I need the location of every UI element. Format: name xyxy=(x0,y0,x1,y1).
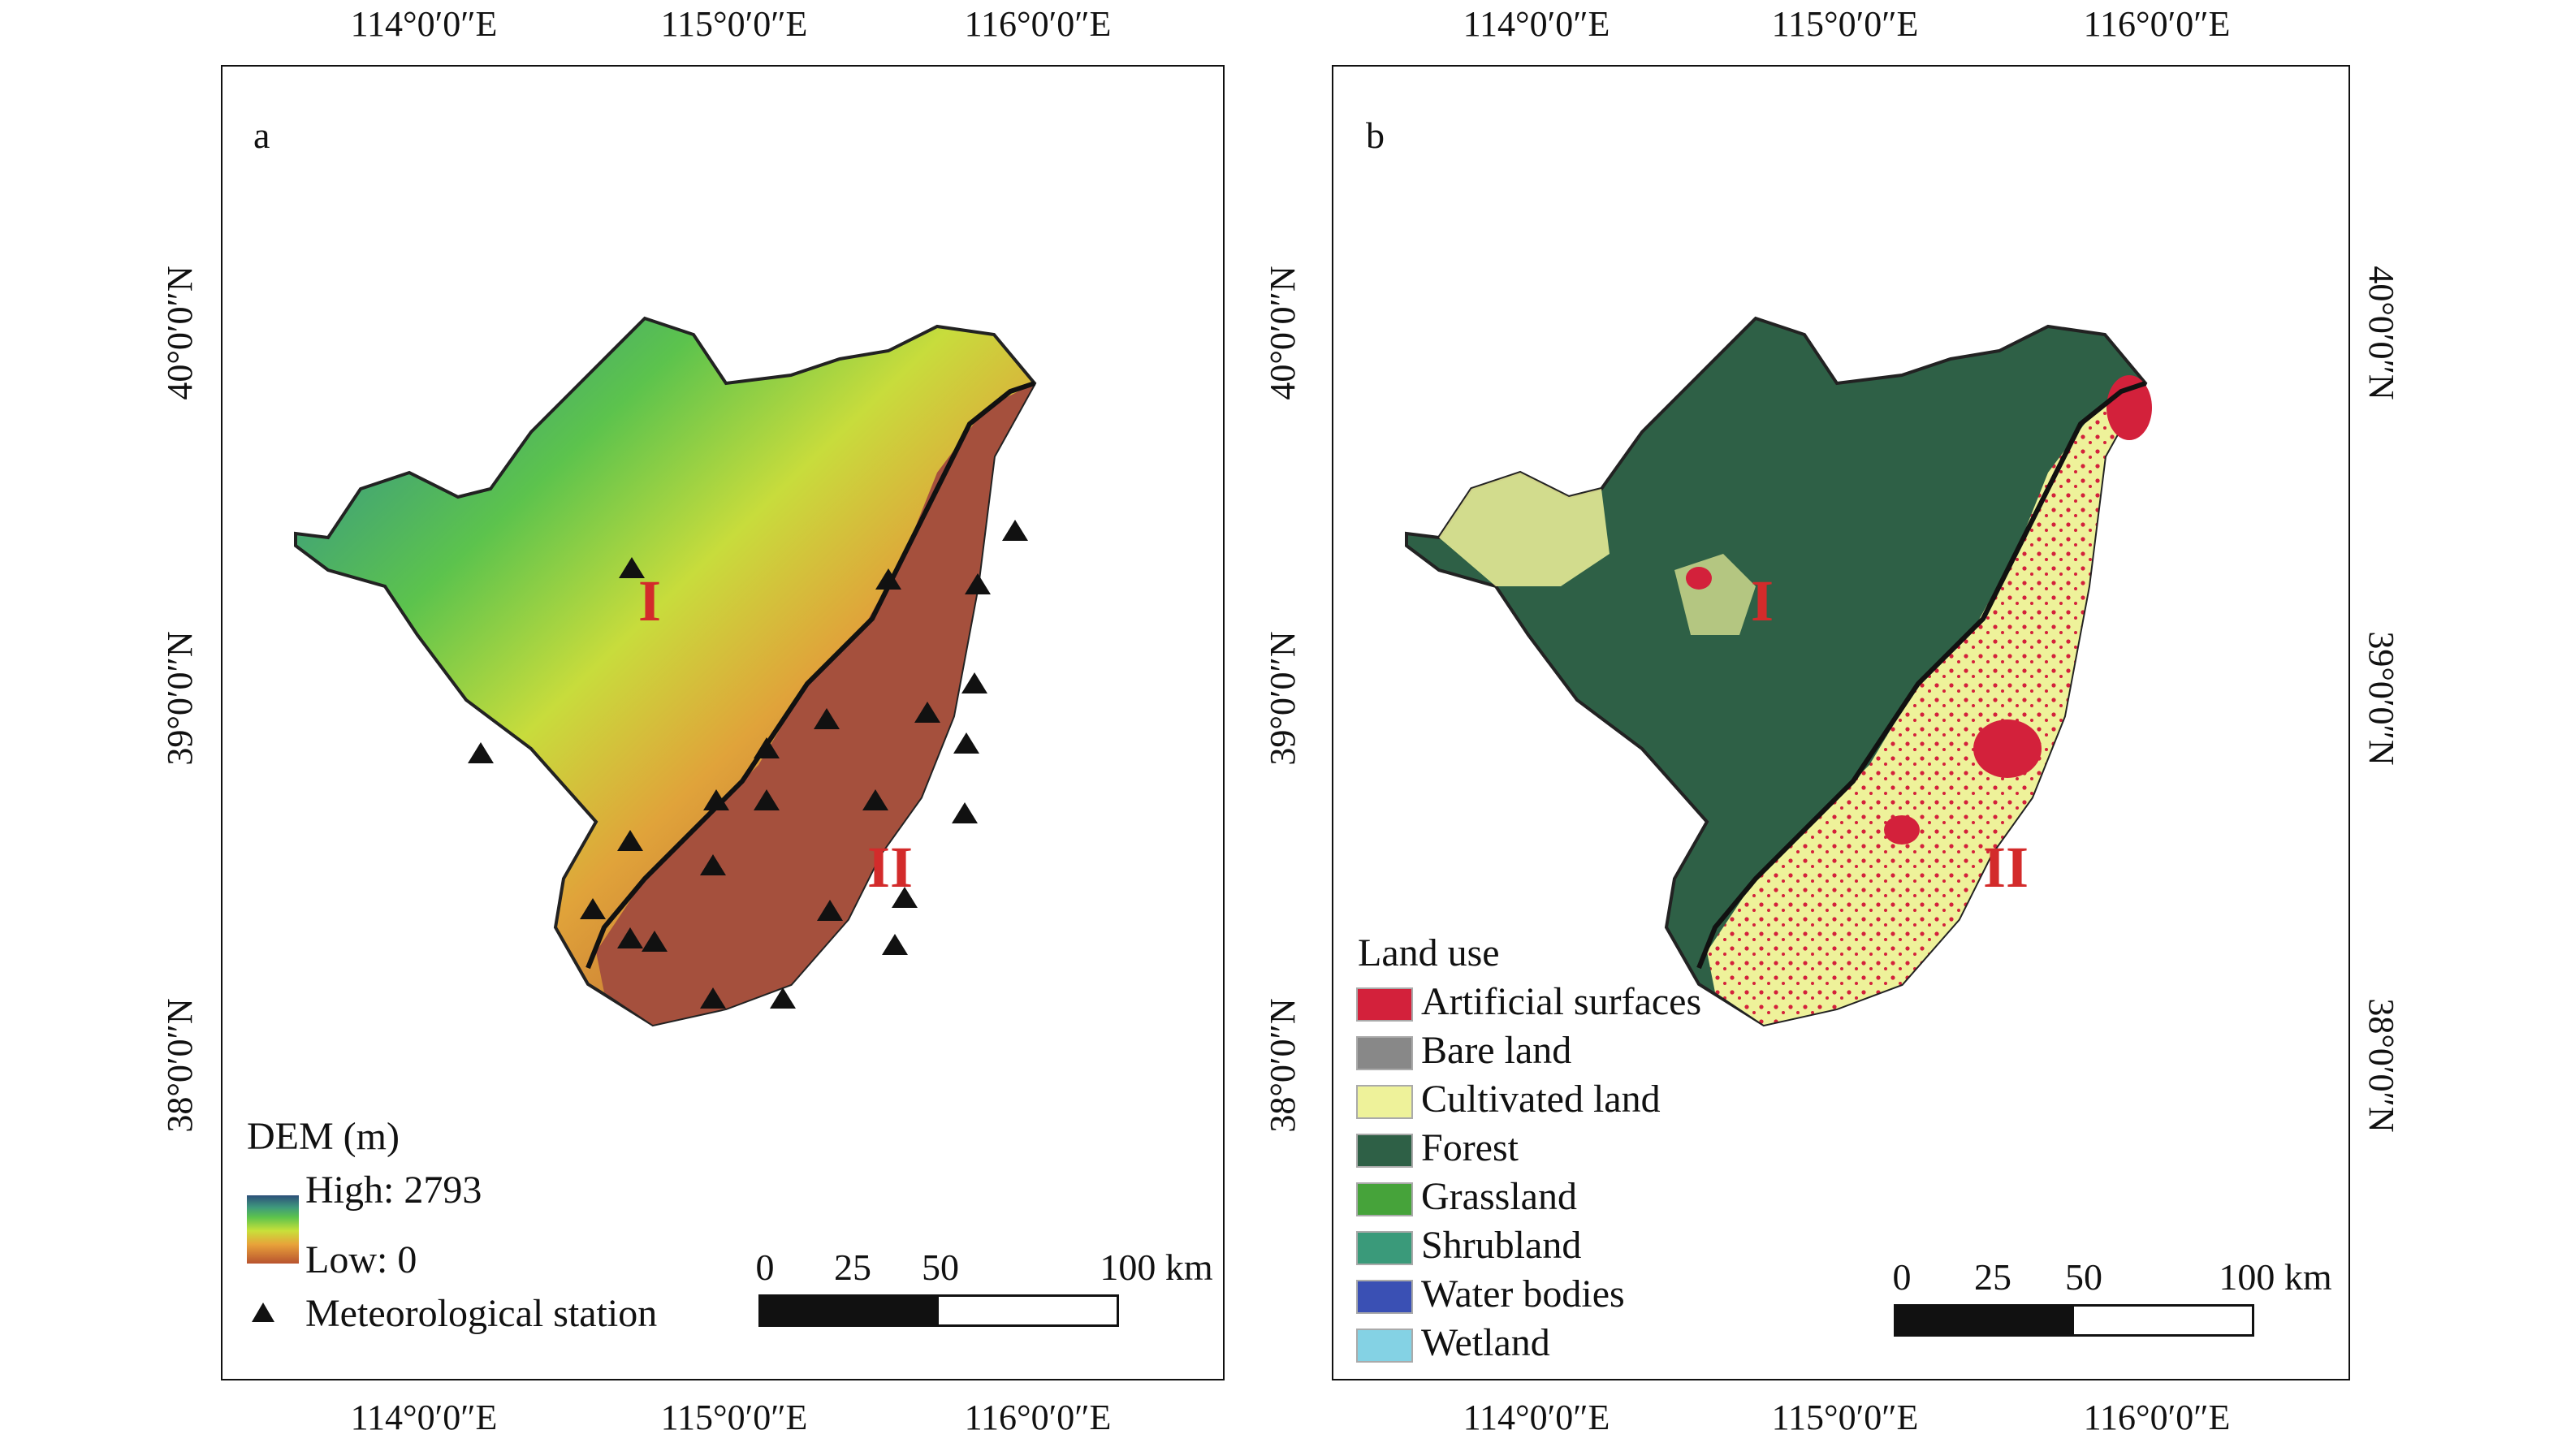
station-marker xyxy=(892,887,918,908)
station-marker xyxy=(770,987,796,1009)
lon-label-top: 115°0′0″E xyxy=(1771,4,1919,44)
dem-color-ramp xyxy=(247,1195,299,1264)
station-marker xyxy=(619,557,645,578)
lon-label-top: 116°0′0″E xyxy=(2083,4,2231,44)
lon-label-top: 114°0′0″E xyxy=(350,4,498,44)
legend-swatch xyxy=(1356,1182,1413,1216)
station-marker xyxy=(814,708,840,729)
dem-plain-area xyxy=(596,383,1035,1025)
panel-b-label: b xyxy=(1366,114,1385,156)
lon-label-bottom: 116°0′0″E xyxy=(2083,1398,2231,1437)
cultivated-patch xyxy=(1439,473,1610,586)
urban-area xyxy=(1973,719,2042,778)
station-marker xyxy=(703,789,729,810)
lat-label-left: 38°0′0″N xyxy=(160,998,200,1133)
station-marker xyxy=(862,789,888,810)
scale-bar xyxy=(758,1294,1119,1327)
lon-label-bottom: 114°0′0″E xyxy=(350,1398,498,1437)
lon-label-bottom: 115°0′0″E xyxy=(660,1398,808,1437)
station-marker xyxy=(700,987,726,1009)
station-legend-label: Meteorological station xyxy=(305,1292,658,1335)
station-marker xyxy=(617,830,643,851)
lon-label-top: 115°0′0″E xyxy=(660,4,808,44)
lon-label-top: 114°0′0″E xyxy=(1463,4,1610,44)
lat-label-left: 39°0′0″N xyxy=(160,631,200,766)
legend-label: Water bodies xyxy=(1421,1272,1625,1316)
station-marker xyxy=(580,898,606,919)
legend-swatch xyxy=(1356,1036,1413,1070)
dem-high-label: High: 2793 xyxy=(305,1169,482,1212)
cultivated-plain-area xyxy=(1707,383,2145,1025)
station-marker xyxy=(754,789,780,810)
station-marker xyxy=(754,737,780,758)
lon-label-bottom: 115°0′0″E xyxy=(1771,1398,1919,1437)
region-label-i: I xyxy=(638,568,662,633)
station-marker xyxy=(642,931,668,952)
lat-label-left: 39°0′0″N xyxy=(1263,631,1303,766)
legend-label: Cultivated land xyxy=(1421,1078,1661,1121)
legend-swatch xyxy=(1356,1085,1413,1119)
legend-swatch xyxy=(1356,1231,1413,1265)
lat-label-left: 40°0′0″N xyxy=(1263,266,1303,400)
dem-legend-title: DEM (m) xyxy=(247,1115,400,1158)
lat-label-right: 38°0′0″N xyxy=(2361,998,2401,1133)
station-marker xyxy=(914,702,940,723)
region-boundary-line xyxy=(1696,381,2146,970)
lat-label-right: 40°0′0″N xyxy=(2361,266,2401,400)
legend-label: Grassland xyxy=(1421,1175,1577,1218)
legend-label: Forest xyxy=(1421,1126,1519,1169)
dem-map-canvas xyxy=(294,316,1037,1027)
dem-low-label: Low: 0 xyxy=(305,1238,417,1281)
scale-label-100: 100 km xyxy=(1100,1246,1213,1288)
region-label-ii: II xyxy=(867,835,914,900)
legend-label: Bare land xyxy=(1421,1029,1572,1072)
scale-label-50: 50 xyxy=(2065,1256,2102,1298)
landuse-legend-title: Land use xyxy=(1358,931,1500,974)
station-marker xyxy=(952,802,978,823)
lon-label-bottom: 116°0′0″E xyxy=(964,1398,1112,1437)
station-marker xyxy=(875,568,901,590)
meteorological-stations xyxy=(468,520,1028,1009)
scale-bar xyxy=(1894,1304,2254,1337)
legend-swatch xyxy=(1356,1134,1413,1168)
lon-label-bottom: 114°0′0″E xyxy=(1463,1398,1610,1437)
lon-label-top: 116°0′0″E xyxy=(964,4,1112,44)
region-label-ii: II xyxy=(1983,835,2029,900)
station-marker xyxy=(953,732,979,754)
lat-label-right: 39°0′0″N xyxy=(2361,631,2401,766)
scale-label-25: 25 xyxy=(1974,1256,2011,1298)
scale-label-0: 0 xyxy=(755,1246,775,1288)
station-legend-icon xyxy=(252,1303,274,1322)
urban-area xyxy=(1884,815,1920,845)
panel-a-dem-map: a I II DEM (m) High: 2793 Low: 0 Meteoro… xyxy=(221,65,1225,1380)
station-marker xyxy=(617,927,643,948)
panel-a-label: a xyxy=(253,114,270,156)
region-label-i: I xyxy=(1751,568,1774,633)
station-marker xyxy=(882,934,908,955)
legend-swatch xyxy=(1356,1280,1413,1314)
scale-label-100: 100 km xyxy=(2219,1256,2332,1298)
scale-label-50: 50 xyxy=(922,1246,959,1288)
lat-label-left: 38°0′0″N xyxy=(1263,998,1303,1133)
landuse-map-canvas xyxy=(1405,316,2152,1027)
scale-label-25: 25 xyxy=(834,1246,871,1288)
panel-b-landuse-map: b I II Land use 0 25 50 100 km Artificia… xyxy=(1332,65,2350,1380)
legend-swatch xyxy=(1356,1329,1413,1363)
station-marker xyxy=(1002,520,1028,541)
station-marker xyxy=(700,854,726,875)
legend-label: Shrubland xyxy=(1421,1224,1582,1267)
legend-swatch xyxy=(1356,987,1413,1022)
region-boundary-line xyxy=(585,381,1035,970)
scale-label-0: 0 xyxy=(1892,1256,1912,1298)
station-marker xyxy=(468,742,494,763)
station-marker xyxy=(817,900,843,921)
legend-label: Wetland xyxy=(1421,1321,1550,1364)
station-marker xyxy=(961,672,987,693)
station-marker xyxy=(965,573,991,594)
legend-label: Artificial surfaces xyxy=(1421,980,1702,1023)
urban-area xyxy=(1686,567,1712,590)
lat-label-left: 40°0′0″N xyxy=(160,266,200,400)
